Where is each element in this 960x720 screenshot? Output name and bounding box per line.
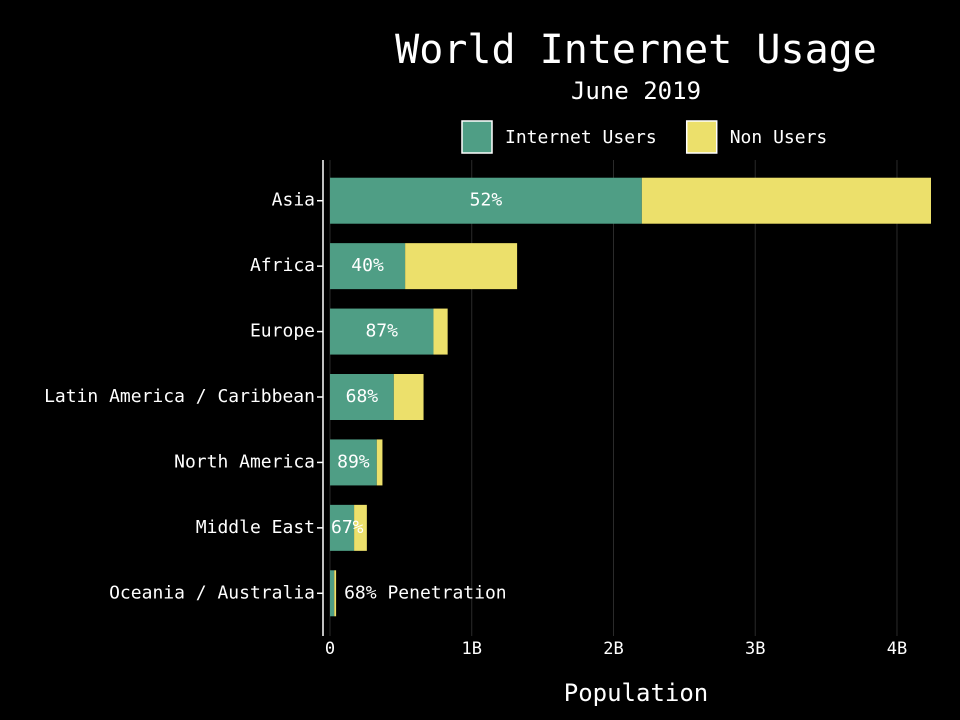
y-tick-label: Middle East (196, 517, 315, 538)
penetration-label: 87% (365, 321, 398, 342)
legend-swatch (685, 120, 718, 154)
y-tick-label: Africa (250, 255, 315, 276)
bar-segment (330, 243, 406, 290)
legend-label: Internet Users (505, 127, 657, 148)
penetration-label: 89% (337, 451, 370, 472)
bar-segment (330, 570, 335, 617)
bar-segment (405, 243, 518, 290)
x-tick-label: 1B (462, 639, 482, 659)
bar-segment (334, 570, 337, 617)
bar-segment (330, 439, 377, 486)
penetration-label: 40% (351, 255, 384, 276)
legend-swatch (461, 120, 493, 154)
x-tick-label: 0 (325, 639, 335, 659)
penetration-label: 68% Penetration (344, 582, 507, 603)
bar-segment (393, 374, 424, 420)
bar-segment (354, 504, 367, 551)
bar-segment (376, 439, 383, 486)
x-tick-label: 2B (603, 639, 623, 659)
x-tick-label: 3B (745, 639, 765, 659)
y-tick-label: North America (174, 451, 315, 472)
y-tick-label: Oceania / Australia (109, 582, 315, 603)
bar-segment (330, 177, 642, 224)
y-tick-label: Asia (272, 190, 315, 211)
bar-segment (330, 308, 434, 355)
penetration-label: 68% (346, 386, 379, 407)
chart-subtitle: June 2019 (571, 77, 701, 105)
legend-label: Non Users (730, 127, 828, 148)
bar-segment (641, 177, 931, 224)
penetration-label: 52% (470, 190, 503, 211)
bar-segment (330, 504, 355, 551)
x-axis-label: Population (564, 679, 709, 707)
bar-segment (330, 374, 394, 420)
bar-segment (433, 308, 448, 355)
x-tick-label: 4B (887, 639, 907, 659)
penetration-label: 67% (331, 517, 364, 538)
y-tick-label: Europe (250, 321, 315, 342)
y-tick-label: Latin America / Caribbean (44, 386, 315, 407)
chart-title: World Internet Usage (395, 27, 877, 73)
